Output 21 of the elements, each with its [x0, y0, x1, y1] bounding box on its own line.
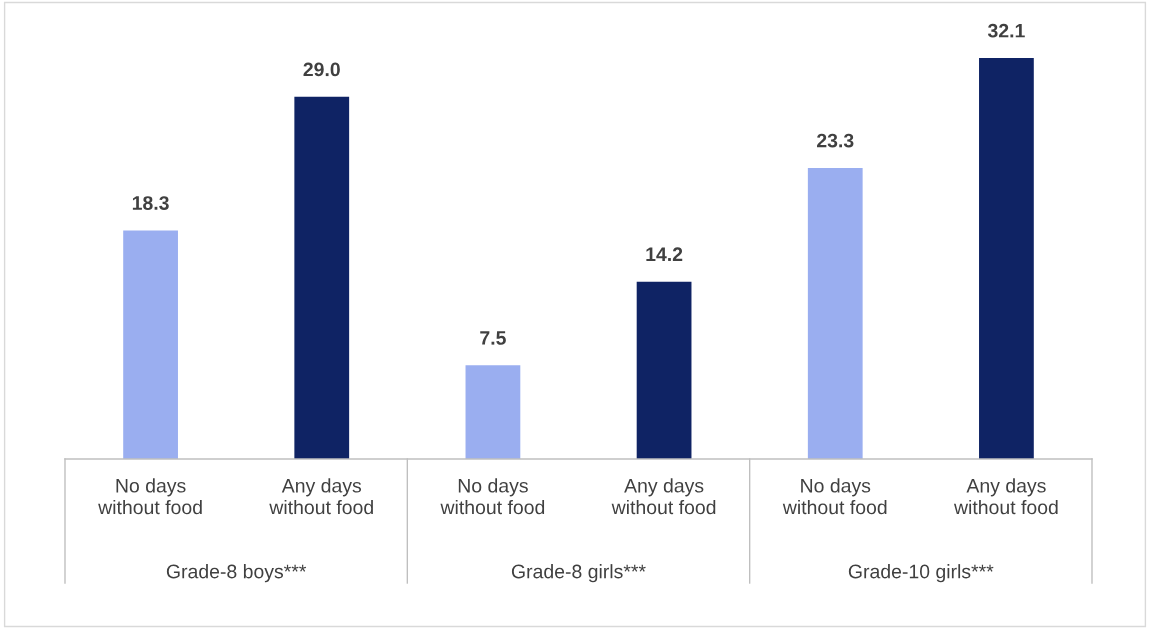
bar [123, 230, 178, 459]
x-tick-label: Grade-8 boys*** [166, 564, 307, 583]
series-label: Any days without food [611, 478, 716, 515]
text: No days without food [440, 478, 545, 515]
data-label: 23.3 [817, 133, 854, 148]
data-label: 18.3 [132, 196, 169, 210]
series-label: No days without food [782, 478, 887, 515]
text: Any days without food [953, 478, 1058, 515]
x-tick-label: Grade-10 girls*** [848, 564, 994, 583]
data-label: 32.1 [987, 23, 1025, 38]
data-label: 29.0 [303, 62, 340, 77]
bar [636, 281, 692, 459]
data-label: 14.2 [646, 247, 683, 261]
text: No days without food [98, 478, 202, 515]
bar [979, 58, 1034, 459]
text: Any days without food [269, 478, 373, 515]
bar [807, 167, 863, 459]
bar [465, 365, 521, 459]
bar [294, 96, 350, 459]
data-label: 7.5 [480, 331, 506, 345]
x-tick-label: Grade-8 girls*** [511, 564, 646, 583]
